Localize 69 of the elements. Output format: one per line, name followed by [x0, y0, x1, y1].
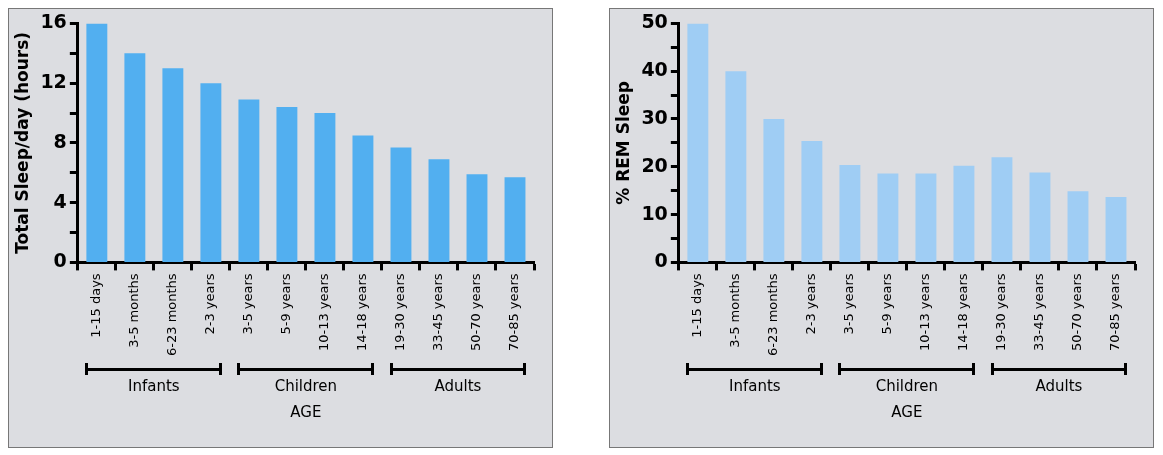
bar: [162, 68, 184, 262]
x-tick-label: 3-5 years: [841, 273, 857, 335]
bar: [801, 140, 823, 262]
bar: [314, 113, 336, 262]
bar: [86, 23, 108, 262]
x-axis-title: AGE: [890, 403, 924, 421]
x-tick-label: 1-15 days: [88, 273, 104, 338]
x-tick-label: 10-13 years: [316, 273, 332, 352]
x-tick-label: 5-9 years: [278, 273, 294, 335]
y-tick-label: 4: [53, 189, 67, 212]
x-tick-label: 3-5 months: [727, 273, 743, 348]
bar: [200, 83, 222, 262]
y-tick-label: 16: [40, 10, 67, 33]
x-tick-label: 19-30 years: [392, 273, 408, 352]
y-tick-label: 20: [641, 153, 668, 176]
bar: [687, 23, 709, 262]
bar: [504, 177, 526, 262]
bar: [953, 165, 975, 262]
x-tick-label: 50-70 years: [468, 273, 484, 352]
x-tick-label: 6-23 months: [765, 273, 781, 357]
bar: [238, 99, 260, 262]
text: Children: [273, 377, 339, 395]
x-tick-label: 2-3 years: [803, 273, 819, 335]
bar: [124, 53, 146, 262]
x-tick-label: 70-85 years: [1107, 273, 1123, 352]
bar: [1105, 196, 1127, 262]
x-tick-label: 5-9 years: [879, 273, 895, 335]
x-tick-label: 19-30 years: [993, 273, 1009, 352]
x-tick-label: 33-45 years: [1031, 273, 1047, 352]
text: Children: [874, 377, 940, 395]
y-tick-label: 30: [641, 105, 668, 128]
x-tick-label: 2-3 years: [202, 273, 218, 335]
y-tick-label: 0: [654, 249, 668, 272]
bar: [1067, 191, 1089, 262]
y-tick-label: 40: [641, 58, 668, 81]
x-tick-label: 50-70 years: [1069, 273, 1085, 352]
bar: [390, 147, 412, 262]
bar: [1029, 172, 1051, 262]
y-axis-title: Total Sleep/day (hours): [11, 31, 32, 254]
text: Infants: [127, 377, 181, 395]
x-tick-label: 70-85 years: [506, 273, 522, 352]
x-tick-label: 10-13 years: [917, 273, 933, 352]
bar: [276, 107, 298, 262]
bar: [428, 159, 450, 262]
x-tick-label: 3-5 years: [240, 273, 256, 335]
text: Adults: [1034, 377, 1084, 395]
y-tick-label: 50: [641, 10, 668, 33]
x-tick-label: 6-23 months: [164, 273, 180, 357]
x-tick-label: 33-45 years: [430, 273, 446, 352]
y-tick-label: 0: [53, 249, 67, 272]
bar: [763, 119, 785, 262]
bar: [352, 135, 374, 262]
x-tick-label: 14-18 years: [354, 273, 370, 352]
y-tick-label: 10: [641, 201, 668, 224]
bar: [991, 157, 1013, 262]
x-tick-label: 1-15 days: [689, 273, 705, 338]
bar: [466, 174, 488, 262]
y-tick-label: 12: [40, 70, 67, 93]
text: Infants: [728, 377, 782, 395]
text: Adults: [433, 377, 483, 395]
y-axis-title: % REM Sleep: [612, 81, 633, 205]
bar: [839, 164, 861, 262]
y-tick-label: 8: [53, 129, 67, 152]
x-tick-label: 14-18 years: [955, 273, 971, 352]
bar: [725, 71, 747, 262]
x-tick-label: 3-5 months: [126, 273, 142, 348]
bar: [915, 173, 937, 262]
bar: [877, 173, 899, 262]
x-axis-title: AGE: [289, 403, 323, 421]
